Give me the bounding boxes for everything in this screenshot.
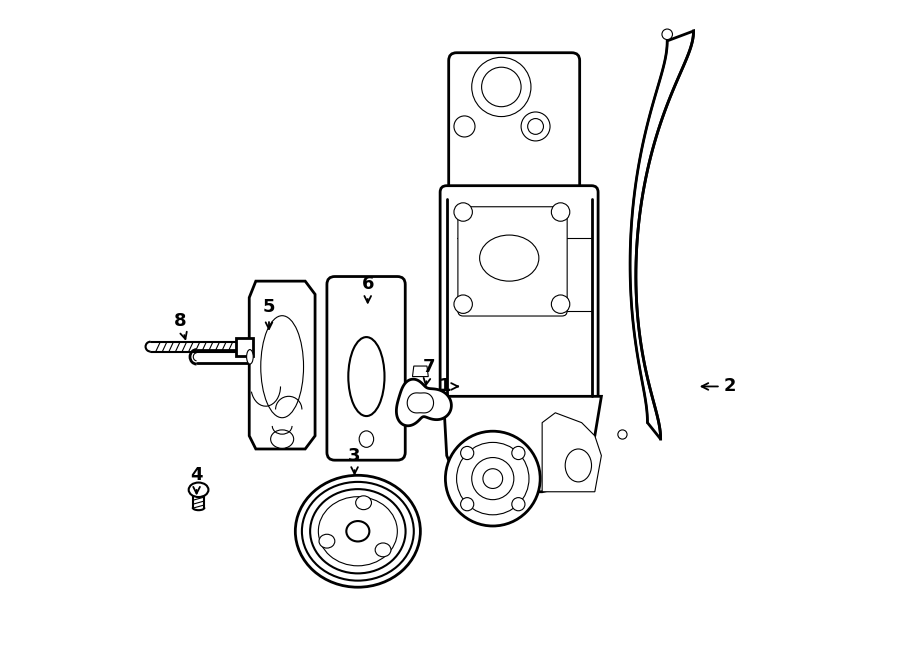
Circle shape: [472, 457, 514, 500]
Ellipse shape: [310, 489, 406, 573]
Text: 4: 4: [190, 466, 203, 494]
Ellipse shape: [359, 431, 374, 447]
Ellipse shape: [375, 543, 391, 557]
Polygon shape: [412, 366, 428, 377]
Text: 2: 2: [702, 377, 736, 395]
Ellipse shape: [189, 483, 209, 497]
Circle shape: [446, 431, 540, 526]
Circle shape: [482, 67, 521, 106]
Circle shape: [472, 58, 531, 116]
Text: 7: 7: [423, 358, 436, 385]
Ellipse shape: [247, 350, 253, 364]
FancyBboxPatch shape: [449, 53, 580, 207]
Circle shape: [552, 203, 570, 221]
Polygon shape: [249, 281, 315, 449]
Circle shape: [454, 203, 473, 221]
Circle shape: [552, 295, 570, 313]
Ellipse shape: [261, 316, 303, 418]
Polygon shape: [542, 412, 601, 492]
Circle shape: [483, 469, 503, 488]
Circle shape: [617, 430, 627, 439]
Ellipse shape: [356, 496, 372, 510]
Text: 1: 1: [439, 377, 458, 395]
Ellipse shape: [480, 235, 539, 281]
Ellipse shape: [302, 482, 414, 580]
Ellipse shape: [319, 534, 335, 548]
Circle shape: [662, 29, 672, 40]
Ellipse shape: [346, 521, 369, 541]
Circle shape: [512, 498, 525, 511]
FancyBboxPatch shape: [440, 186, 598, 409]
Text: 6: 6: [362, 276, 374, 303]
Polygon shape: [444, 397, 601, 492]
Ellipse shape: [271, 430, 293, 448]
Ellipse shape: [295, 475, 420, 587]
Circle shape: [454, 116, 475, 137]
Circle shape: [527, 118, 544, 134]
Circle shape: [454, 295, 473, 313]
Polygon shape: [236, 338, 253, 356]
FancyBboxPatch shape: [458, 207, 567, 316]
Ellipse shape: [319, 496, 397, 566]
Text: 3: 3: [348, 447, 361, 474]
Circle shape: [461, 498, 473, 511]
Circle shape: [461, 446, 473, 459]
Ellipse shape: [565, 449, 591, 482]
Circle shape: [456, 442, 529, 515]
Circle shape: [512, 446, 525, 459]
Text: 8: 8: [174, 311, 187, 339]
FancyBboxPatch shape: [327, 276, 405, 460]
Polygon shape: [630, 31, 694, 439]
Ellipse shape: [348, 337, 384, 416]
Polygon shape: [396, 379, 452, 426]
Polygon shape: [407, 393, 434, 413]
Text: 5: 5: [263, 299, 275, 329]
Circle shape: [521, 112, 550, 141]
